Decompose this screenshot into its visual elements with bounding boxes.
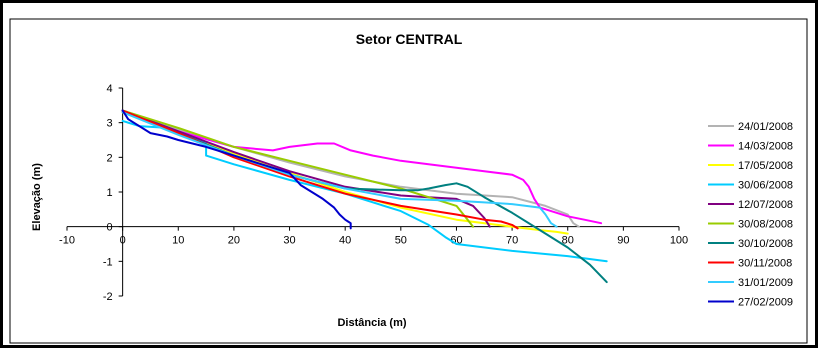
x-tick-label: 40 [339, 235, 351, 247]
x-tick-label: 70 [506, 235, 518, 247]
legend-label-5: 12/07/2008 [738, 199, 793, 211]
x-tick-label: 30 [283, 235, 295, 247]
x-tick-label: 20 [228, 235, 240, 247]
y-tick-label: -2 [103, 291, 113, 303]
y-tick-label: -1 [103, 256, 113, 268]
x-tick-label: 80 [562, 235, 574, 247]
y-tick-label: 3 [107, 118, 113, 130]
x-tick-label: 50 [395, 235, 407, 247]
legend: 24/01/2008 14/03/2008 17/05/2008 30/06/2008… [708, 121, 793, 309]
y-tick-label: 2 [107, 152, 113, 164]
series-line-2 [121, 111, 603, 225]
legend-label-6: 30/08/2008 [738, 219, 793, 231]
series-line-6 [121, 109, 475, 228]
x-tick-label: 100 [670, 235, 688, 247]
legend-label-7: 30/10/2008 [738, 238, 793, 250]
legend-label-10: 27/02/2009 [738, 297, 793, 309]
series-line-5 [121, 109, 491, 228]
chart-area-border [9, 18, 808, 344]
legend-label-1: 24/01/2008 [738, 121, 793, 133]
x-tick-label: 90 [617, 235, 629, 247]
series-line-10 [121, 109, 352, 230]
x-tick-label: -10 [59, 235, 75, 247]
y-axis-label: Elevação (m) [31, 163, 43, 231]
legend-label-3: 17/05/2008 [738, 160, 793, 172]
series-layer [121, 109, 608, 284]
legend-label-9: 31/01/2009 [738, 277, 793, 289]
series-line-3 [121, 111, 569, 235]
x-tick-label: 0 [120, 235, 126, 247]
legend-label-2: 14/03/2008 [738, 141, 793, 153]
y-tick-label: 1 [107, 187, 113, 199]
x-axis-label: Distância (m) [337, 317, 406, 329]
legend-label-4: 30/06/2008 [738, 180, 793, 192]
x-tick-label: 10 [172, 235, 184, 247]
chart-title: Setor CENTRAL [356, 31, 463, 47]
y-tick-label: 4 [107, 83, 113, 95]
y-tick-label: 0 [107, 222, 113, 234]
legend-label-8: 30/11/2008 [738, 258, 792, 270]
